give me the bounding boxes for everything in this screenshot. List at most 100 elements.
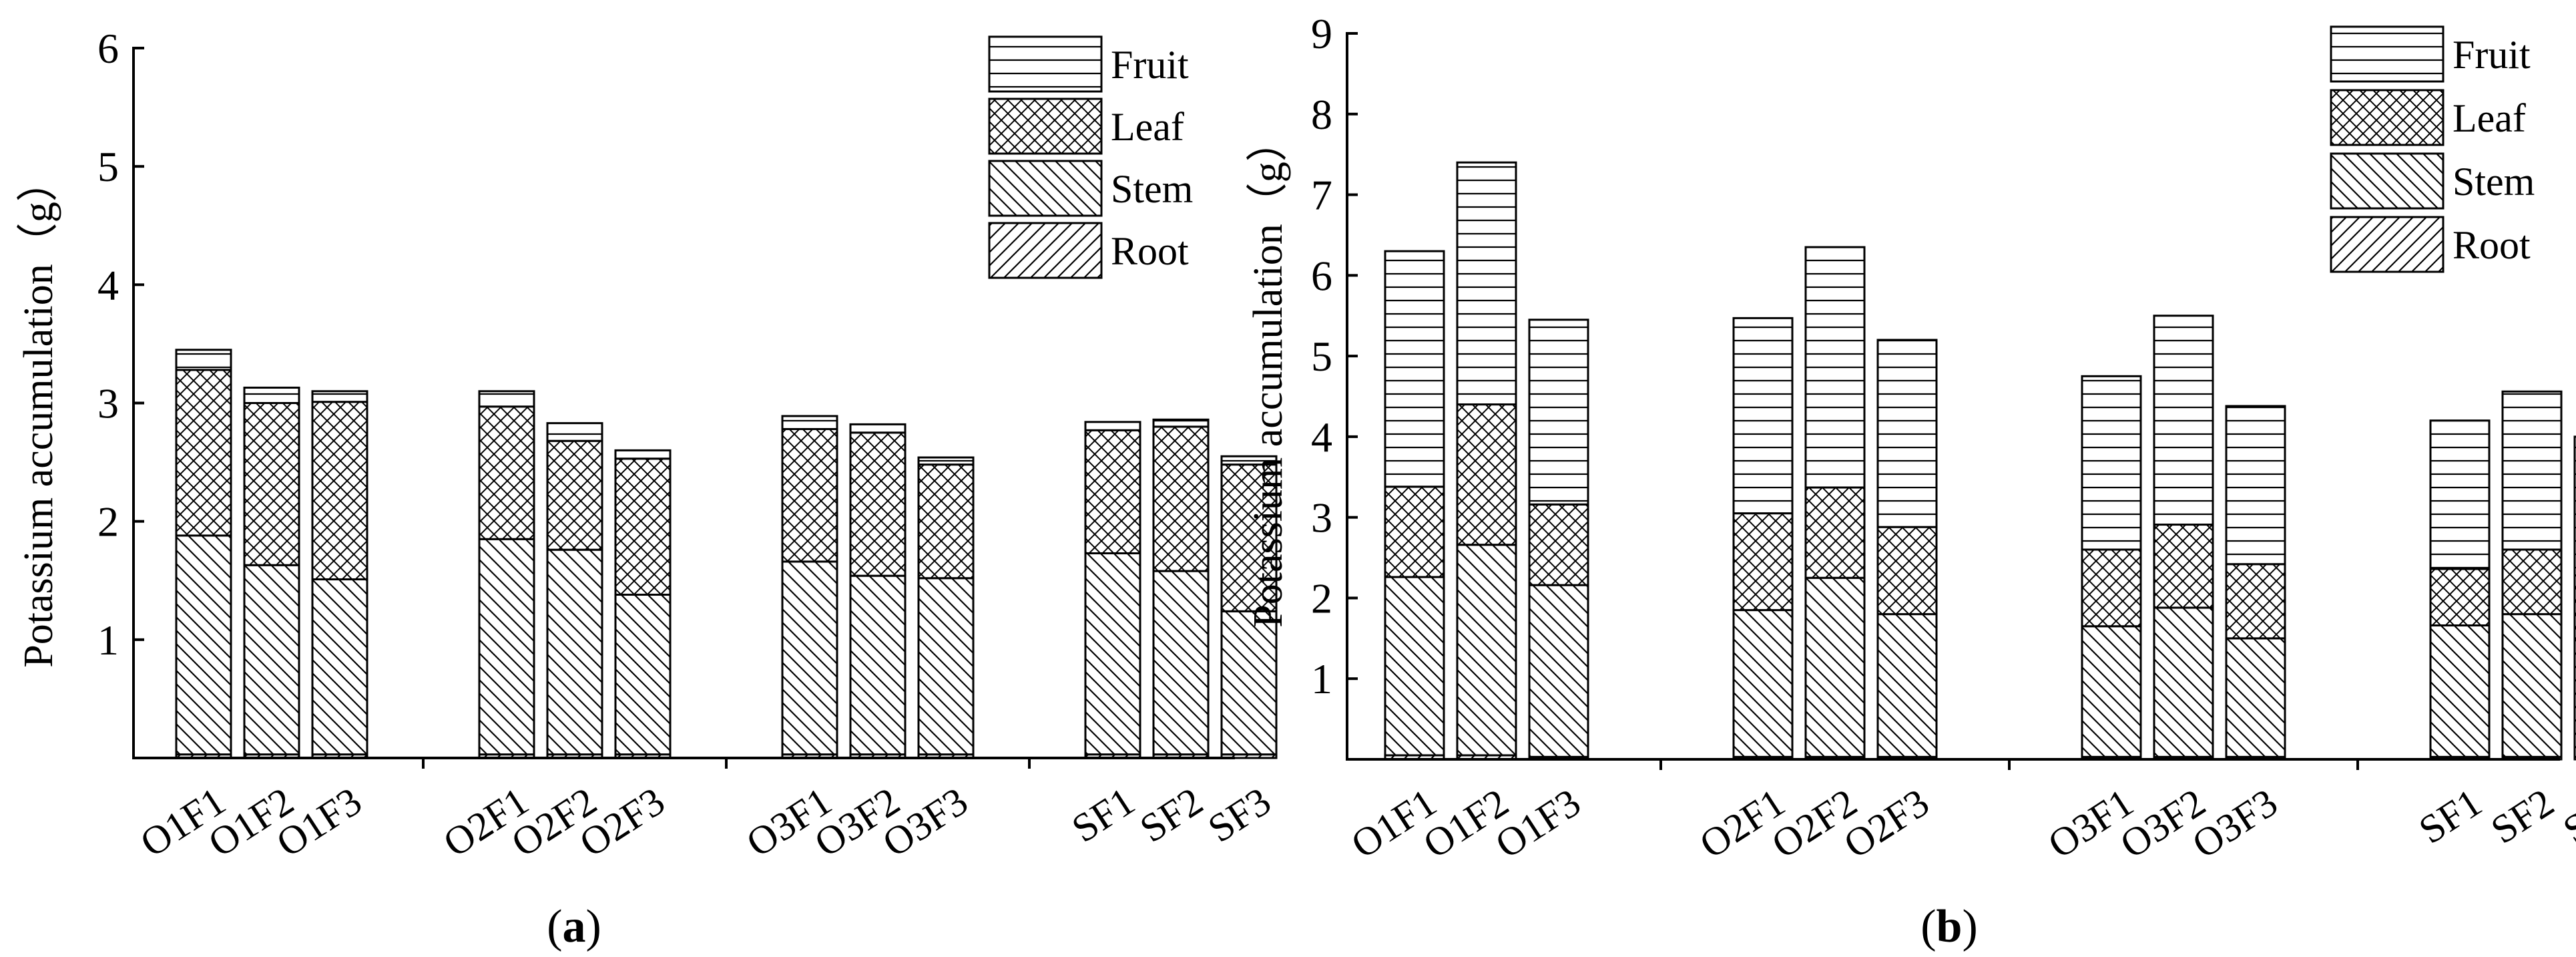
bar-fruit-sf3 xyxy=(2573,435,2576,577)
legend-label-root: Root xyxy=(2453,223,2531,267)
bar-leaf-sf3 xyxy=(2573,574,2576,640)
bar-root-sf3 xyxy=(2573,755,2576,761)
bar-stem-o3f1 xyxy=(2081,625,2142,758)
bar-stem-o3f3 xyxy=(917,577,975,756)
bar-stem-o3f1 xyxy=(781,560,838,756)
bar-stem-o2f1 xyxy=(478,538,535,756)
legend-label-fruit: Fruit xyxy=(1111,43,1189,87)
bar-fruit-o1f3 xyxy=(1528,319,1589,506)
bar-stem-o2f2 xyxy=(546,548,603,756)
bar-fruit-o2f1 xyxy=(478,390,535,408)
bar-leaf-o2f2 xyxy=(1804,486,1866,579)
bar-stem-o2f2 xyxy=(1804,576,1866,758)
bar-leaf-o3f2 xyxy=(2153,524,2214,609)
bar-stem-o2f3 xyxy=(614,594,672,756)
y-tick-label: 5 xyxy=(97,143,119,190)
bar-fruit-o2f1 xyxy=(1732,317,1794,515)
legend: Fruit Leaf Stem Root xyxy=(2330,25,2535,273)
bars xyxy=(175,349,1278,759)
panel-label-a: (a) xyxy=(547,901,601,952)
bar-leaf-sf3 xyxy=(1220,463,1278,612)
bar-leaf-o2f3 xyxy=(614,457,672,596)
y-tick-label: 3 xyxy=(97,380,119,427)
x-tick-label: SF2 xyxy=(2483,780,2561,852)
bar-leaf-o1f1 xyxy=(1384,486,1445,578)
legend-swatch-root xyxy=(2330,216,2444,273)
y-tick-label: 7 xyxy=(1311,172,1332,219)
bars xyxy=(1384,161,2576,761)
bar-fruit-o3f3 xyxy=(917,456,975,466)
y-axis-label: Potassium accumulation（g） xyxy=(1246,120,1291,627)
bar-stem-o3f2 xyxy=(849,574,907,756)
bar-fruit-o1f3 xyxy=(311,390,368,403)
x-tick-label: SF3 xyxy=(2555,780,2576,852)
bar-fruit-o3f2 xyxy=(849,423,907,434)
bar-fruit-sf3 xyxy=(1220,455,1278,466)
y-tick-label: 5 xyxy=(1311,333,1332,380)
bar-leaf-o1f3 xyxy=(1528,503,1589,586)
legend-label-root: Root xyxy=(1111,229,1189,273)
bar-leaf-sf1 xyxy=(1084,429,1141,555)
bar-stem-o1f2 xyxy=(243,564,300,756)
x-tick-label: O3F3 xyxy=(2185,780,2286,867)
bar-stem-sf3 xyxy=(2573,637,2576,758)
bar-fruit-o2f2 xyxy=(1804,246,1866,489)
y-tick-label: 1 xyxy=(97,616,119,664)
bar-stem-o3f2 xyxy=(2153,606,2214,758)
bar-leaf-o1f3 xyxy=(311,401,368,580)
legend-swatch-leaf xyxy=(2330,89,2444,146)
legend-label-fruit: Fruit xyxy=(2453,33,2531,77)
chart-a: Potassium accumulation（g） (a) 123456O1F1… xyxy=(16,25,1278,952)
bar-fruit-o2f3 xyxy=(1876,339,1938,528)
x-tick-label: SF3 xyxy=(1200,779,1278,851)
legend-swatch-stem xyxy=(2330,152,2444,210)
legend: Fruit Leaf Stem Root xyxy=(988,35,1193,279)
legend-label-leaf: Leaf xyxy=(1111,105,1184,149)
bar-stem-sf3 xyxy=(1220,610,1278,756)
legend-swatch-leaf xyxy=(988,98,1103,155)
bar-stem-o1f3 xyxy=(311,578,368,756)
bar-fruit-o1f2 xyxy=(243,386,300,404)
legend-label-stem: Stem xyxy=(2453,160,2535,204)
bar-stem-o1f3 xyxy=(1528,584,1589,758)
x-tick-label: SF2 xyxy=(1132,779,1210,851)
bar-leaf-o3f1 xyxy=(2081,548,2142,628)
bar-leaf-o2f3 xyxy=(1876,526,1938,616)
bar-stem-o1f2 xyxy=(1456,544,1517,757)
bar-fruit-o2f3 xyxy=(614,449,672,460)
bar-fruit-o2f2 xyxy=(546,422,603,442)
bar-fruit-o3f3 xyxy=(2225,405,2286,566)
bar-fruit-o1f1 xyxy=(1384,250,1445,488)
bar-stem-o1f1 xyxy=(175,534,232,756)
bar-leaf-o1f1 xyxy=(175,369,232,537)
y-axis-label: Potassium accumulation（g） xyxy=(16,160,61,667)
bar-leaf-o3f3 xyxy=(2225,563,2286,640)
y-tick-label: 1 xyxy=(1311,655,1332,703)
bar-leaf-sf1 xyxy=(2429,568,2491,627)
bar-stem-o3f3 xyxy=(2225,637,2286,758)
bar-leaf-o3f1 xyxy=(781,427,838,563)
bar-leaf-sf2 xyxy=(1152,425,1210,572)
bar-leaf-o3f2 xyxy=(849,431,907,577)
legend-swatch-stem xyxy=(988,160,1103,217)
bar-leaf-o2f1 xyxy=(478,405,535,540)
bar-leaf-o2f1 xyxy=(1732,512,1794,612)
bar-fruit-sf1 xyxy=(2429,419,2491,570)
bar-leaf-o3f3 xyxy=(917,463,975,580)
legend-label-stem: Stem xyxy=(1111,167,1193,211)
bar-fruit-sf2 xyxy=(1152,418,1210,428)
y-tick-label: 3 xyxy=(1311,494,1332,542)
x-tick-label: O2F3 xyxy=(1836,780,1937,867)
x-tick-label: O1F3 xyxy=(1488,780,1589,867)
y-tick-label: 6 xyxy=(1311,252,1332,299)
bar-leaf-sf2 xyxy=(2501,548,2563,616)
legend-swatch-fruit xyxy=(988,35,1103,93)
y-tick-label: 9 xyxy=(1311,10,1332,57)
bar-leaf-o1f2 xyxy=(1456,403,1517,546)
x-tick-label: SF1 xyxy=(1064,779,1142,851)
bar-fruit-o1f2 xyxy=(1456,161,1517,406)
bar-stem-sf2 xyxy=(2501,613,2563,758)
bar-fruit-o3f1 xyxy=(2081,375,2142,551)
x-tick-label: SF1 xyxy=(2411,780,2489,852)
